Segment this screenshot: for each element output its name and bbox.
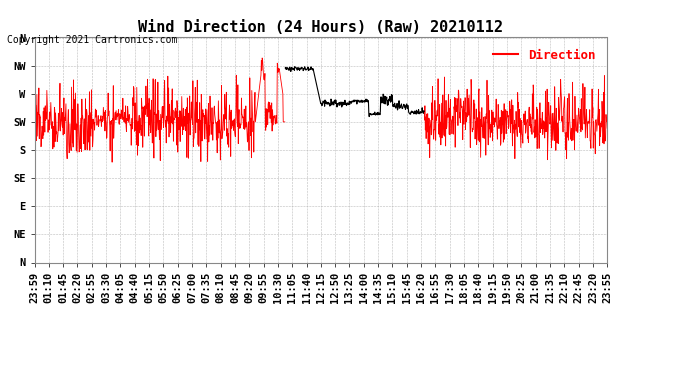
Title: Wind Direction (24 Hours) (Raw) 20210112: Wind Direction (24 Hours) (Raw) 20210112 xyxy=(139,20,503,35)
Legend: Direction: Direction xyxy=(489,44,601,67)
Text: Copyright 2021 Cartronics.com: Copyright 2021 Cartronics.com xyxy=(7,35,177,45)
